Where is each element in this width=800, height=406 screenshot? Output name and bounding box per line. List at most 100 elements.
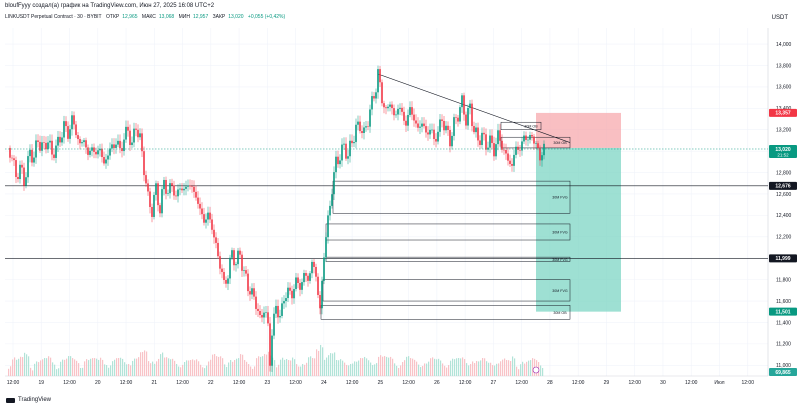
candle-body (155, 183, 157, 195)
candle-body (83, 140, 85, 143)
x-tick-label: 12:00 (7, 380, 20, 386)
x-tick-label: Июл (714, 380, 724, 386)
candle-body (385, 107, 387, 109)
volume-bar (322, 347, 324, 376)
volume-bar (18, 358, 20, 376)
volume-bar (334, 352, 336, 376)
candle-body (283, 301, 285, 304)
volume-bar (300, 366, 302, 376)
candle-body (413, 114, 415, 121)
volume-bar (256, 358, 258, 376)
volume-bar (262, 356, 264, 376)
volume-bar (146, 351, 148, 376)
volume-bar (428, 361, 430, 376)
volume-bar (58, 368, 60, 376)
volume-bar (38, 362, 40, 376)
volume-bar (22, 357, 24, 376)
volume-bar (248, 364, 250, 376)
volume-bar (474, 363, 476, 376)
volume-bar (470, 363, 472, 376)
x-tick-label: 12:00 (176, 380, 189, 386)
candle-body (273, 313, 275, 336)
volume-bar (254, 366, 256, 376)
candle-body (399, 107, 401, 109)
candle-body (99, 148, 101, 151)
candle-body (475, 127, 477, 133)
candle-body (367, 126, 369, 127)
candle-body (75, 124, 77, 136)
candle-body (157, 183, 159, 206)
candle-body (531, 134, 533, 137)
volume-bar (318, 350, 320, 376)
candle-body (285, 298, 287, 302)
volume-bar (278, 364, 280, 376)
candle-body (241, 254, 243, 271)
zone-box (332, 180, 571, 214)
target-price-label: 11,501 (775, 309, 790, 315)
tradingview-logo-icon (6, 397, 15, 403)
x-tick-label: 20 (95, 380, 101, 386)
volume-bar (280, 359, 282, 376)
volume-bar (94, 358, 96, 376)
volume-bar (46, 358, 48, 376)
candle-body (277, 305, 279, 318)
candle-body (183, 188, 185, 191)
volume-bar (530, 360, 532, 376)
zone-box (325, 256, 571, 262)
candle-body (469, 103, 471, 109)
candle-body (353, 142, 355, 144)
candle-body (121, 148, 123, 152)
level-price-label: 12,676 (775, 184, 791, 190)
candle-body (369, 109, 371, 127)
volume-bar (312, 358, 314, 376)
open-value: 12,965 (122, 14, 138, 20)
candle-body (167, 193, 169, 194)
candle-body (311, 261, 313, 274)
volume-bar (488, 362, 490, 376)
candle-body (495, 144, 497, 157)
volume-bar (156, 361, 158, 376)
x-tick-label: 12:00 (120, 380, 133, 386)
symbol-name[interactable]: LINKUSDT Perpetual Contract · 30 · BYBIT (5, 14, 102, 20)
volume-bar (30, 367, 32, 376)
stop-price-label-bg (769, 108, 797, 117)
candle-body (423, 123, 425, 127)
volume-bar (446, 367, 448, 376)
volume-bar (512, 356, 514, 376)
candle-body (527, 139, 529, 141)
candle-body (107, 155, 109, 160)
candle-body (513, 154, 515, 166)
candle-body (41, 142, 43, 151)
candle-body (295, 277, 297, 290)
candle-body (269, 323, 271, 366)
candle-body (439, 119, 441, 132)
candle-body (299, 283, 301, 290)
x-tick-label: 12:00 (289, 380, 302, 386)
candle-body (93, 147, 95, 152)
volume-bar (366, 358, 368, 376)
stop-zone (536, 112, 621, 148)
candle-body (227, 278, 229, 284)
candle-body (231, 250, 233, 258)
candle-body (279, 315, 281, 318)
candle-body (515, 146, 517, 155)
candle-body (291, 290, 293, 299)
candle-body (19, 164, 21, 180)
volume-bar (506, 360, 508, 376)
candle-body (441, 119, 443, 121)
volume-bar (242, 354, 244, 376)
candle-body (355, 124, 357, 143)
x-tick-label: 12:00 (628, 380, 641, 386)
zone-label: 30M FVG (552, 258, 568, 262)
volume-bar (124, 362, 126, 376)
volume-bar (526, 361, 528, 376)
candle-body (173, 185, 175, 196)
volume-bar (272, 357, 274, 376)
volume-bar (178, 366, 180, 376)
volume-bar (494, 365, 496, 376)
zone-label: 30M FVG (552, 196, 568, 200)
volume-bar (186, 360, 188, 376)
volume-bar (150, 363, 152, 376)
